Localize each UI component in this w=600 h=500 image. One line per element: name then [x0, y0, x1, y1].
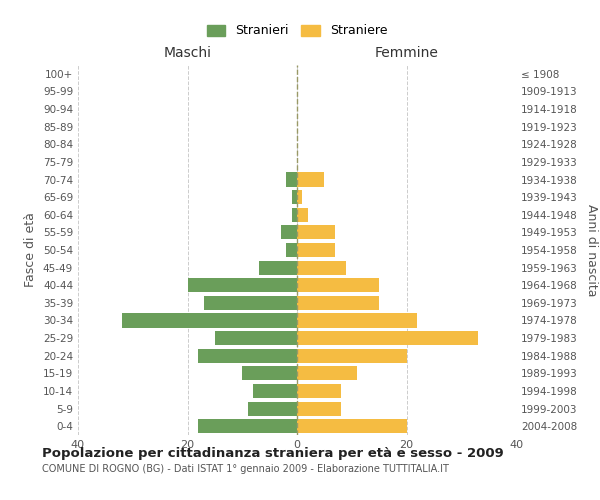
Bar	[297, 190, 302, 204]
Bar	[297, 208, 308, 222]
Bar	[297, 314, 418, 328]
Bar	[297, 296, 379, 310]
Bar	[259, 260, 297, 274]
Bar	[187, 278, 297, 292]
Bar	[199, 348, 297, 363]
Y-axis label: Fasce di età: Fasce di età	[25, 212, 37, 288]
Bar	[297, 366, 357, 380]
Bar	[215, 331, 297, 345]
Bar	[286, 172, 297, 186]
Y-axis label: Anni di nascita: Anni di nascita	[584, 204, 598, 296]
Bar	[253, 384, 297, 398]
Bar	[292, 190, 297, 204]
Bar	[297, 172, 325, 186]
Bar	[122, 314, 297, 328]
Bar	[297, 419, 407, 433]
Bar	[281, 226, 297, 239]
Bar	[292, 208, 297, 222]
Text: Popolazione per cittadinanza straniera per età e sesso - 2009: Popolazione per cittadinanza straniera p…	[42, 448, 504, 460]
Bar	[297, 402, 341, 415]
Text: COMUNE DI ROGNO (BG) - Dati ISTAT 1° gennaio 2009 - Elaborazione TUTTITALIA.IT: COMUNE DI ROGNO (BG) - Dati ISTAT 1° gen…	[42, 464, 449, 474]
Bar	[297, 384, 341, 398]
Bar	[297, 348, 407, 363]
Bar	[199, 419, 297, 433]
Bar	[204, 296, 297, 310]
Bar	[297, 260, 346, 274]
Bar	[297, 331, 478, 345]
Bar	[286, 243, 297, 257]
Bar	[242, 366, 297, 380]
Legend: Stranieri, Straniere: Stranieri, Straniere	[202, 20, 392, 42]
Bar	[297, 278, 379, 292]
Bar	[297, 243, 335, 257]
Bar	[248, 402, 297, 415]
Bar	[297, 226, 335, 239]
